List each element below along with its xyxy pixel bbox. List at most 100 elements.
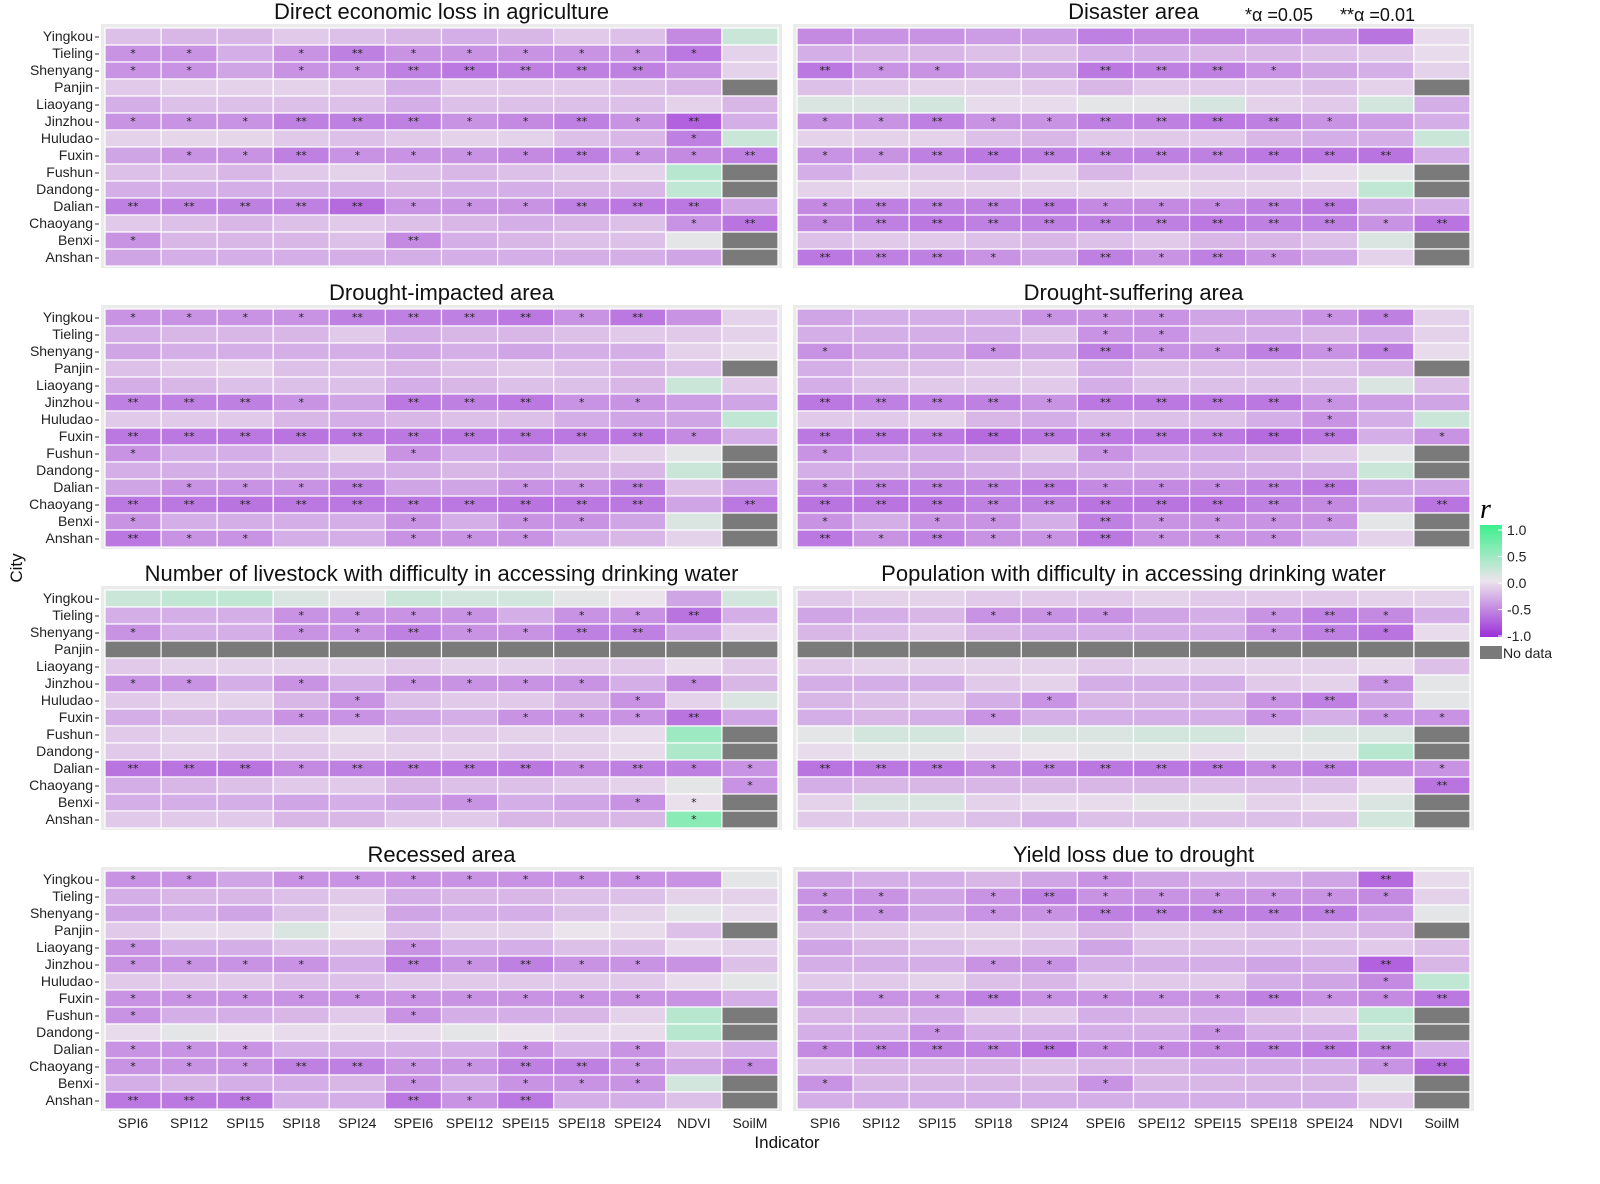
heatmap-cell (328, 640, 387, 659)
significance-marker: * (130, 115, 136, 128)
row-label: Yingkou (43, 871, 93, 887)
significance-marker: * (1103, 328, 1109, 341)
significance-marker: * (299, 958, 305, 971)
heatmap-cell (104, 325, 162, 344)
heatmap-cell (272, 1023, 330, 1042)
row-label: Fuxin (59, 147, 93, 163)
column-label: SPEI12 (446, 1115, 494, 1131)
heatmap-cell (496, 231, 555, 250)
heatmap-cell (1020, 180, 1079, 199)
heatmap-cell (328, 776, 387, 795)
heatmap-cell (1301, 61, 1359, 80)
heatmap-cell (1413, 512, 1471, 531)
heatmap-cell (272, 376, 330, 395)
heatmap-cell (1132, 776, 1191, 795)
heatmap-cell (908, 921, 966, 940)
heatmap-cell (665, 1057, 723, 1076)
heatmap-cell (553, 359, 611, 378)
heatmap-cell (721, 1023, 779, 1042)
heatmap-cell (796, 180, 854, 199)
heatmap-cell (1188, 1091, 1247, 1110)
significance-marker: ** (932, 430, 944, 443)
heatmap-cell (665, 231, 723, 250)
heatmap-cell (1301, 231, 1359, 250)
significance-marker: * (523, 515, 529, 528)
heatmap-cell (1357, 112, 1415, 131)
significance-marker: * (1159, 890, 1165, 903)
significance-marker: ** (1156, 498, 1168, 511)
heatmap-cell (1132, 129, 1191, 148)
heatmap-cell (852, 606, 910, 625)
significance-marker: * (411, 149, 417, 162)
heatmap-cell (1245, 376, 1303, 395)
significance-marker: * (411, 941, 417, 954)
significance-marker: ** (1156, 430, 1168, 443)
heatmap-cell (272, 342, 330, 361)
significance-marker: ** (1436, 498, 1448, 511)
heatmap-cell (1076, 589, 1135, 608)
heatmap-cell (721, 1074, 779, 1093)
heatmap-cell (216, 512, 274, 531)
significance-marker: ** (1324, 626, 1336, 639)
heatmap-cell (1020, 248, 1079, 267)
significance-marker: ** (1324, 217, 1336, 230)
heatmap-cell (852, 640, 910, 659)
heatmap-cell (908, 163, 966, 182)
heatmap-cell (1301, 1057, 1359, 1076)
heatmap-cell (609, 904, 667, 923)
significance-marker: * (467, 796, 473, 809)
significance-marker: * (467, 992, 473, 1005)
significance-marker: ** (688, 609, 700, 622)
heatmap-cell (160, 606, 218, 625)
heatmap-cell (796, 674, 854, 693)
significance-marker: ** (1268, 200, 1280, 213)
significance-marker: * (1159, 311, 1165, 324)
row-label: Fushun (46, 1007, 93, 1023)
heatmap-cell (440, 776, 499, 795)
significance-marker: ** (1100, 115, 1112, 128)
heatmap-cell (1357, 461, 1415, 480)
heatmap-cell (1188, 691, 1247, 710)
heatmap-cell (1132, 955, 1191, 974)
heatmap-cell (328, 78, 387, 97)
heatmap-cell (1413, 529, 1471, 548)
heatmap-cell (440, 708, 499, 727)
significance-marker: * (467, 149, 473, 162)
significance-marker: ** (1212, 498, 1224, 511)
heatmap-cell (272, 461, 330, 480)
significance-marker: ** (1268, 481, 1280, 494)
heatmap-cell (1188, 776, 1247, 795)
heatmap-cell (384, 78, 443, 97)
heatmap-cell (609, 461, 667, 480)
significance-marker: * (130, 992, 136, 1005)
heatmap-cell (908, 359, 966, 378)
heatmap-cell (328, 904, 387, 923)
heatmap-cell (1245, 938, 1303, 957)
significance-marker: * (1271, 694, 1277, 707)
heatmap-cell (160, 359, 218, 378)
significance-marker: * (991, 115, 997, 128)
significance-marker: * (579, 1077, 585, 1090)
heatmap-cell (160, 938, 218, 957)
significance-marker: ** (520, 498, 532, 511)
heatmap-cell (721, 1006, 779, 1025)
row-label: Chaoyang (29, 777, 93, 793)
heatmap-cell (852, 955, 910, 974)
heatmap-cell (104, 691, 162, 710)
heatmap-cell (216, 589, 274, 608)
heatmap-cell (609, 725, 667, 744)
heatmap-cell (796, 589, 854, 608)
heatmap-cell (104, 359, 162, 378)
significance-marker: ** (1156, 762, 1168, 775)
heatmap-cell (1076, 1006, 1135, 1025)
heatmap-cell (908, 325, 966, 344)
heatmap-cell (1076, 776, 1135, 795)
heatmap-cell (1301, 657, 1359, 676)
heatmap-cell (964, 27, 1022, 46)
heatmap-cell (1188, 921, 1247, 940)
significance-marker: ** (1044, 762, 1056, 775)
heatmap-cell (216, 44, 274, 63)
significance-marker: ** (1324, 481, 1336, 494)
heatmap-cell (721, 112, 779, 131)
heatmap-cell (665, 1091, 723, 1110)
